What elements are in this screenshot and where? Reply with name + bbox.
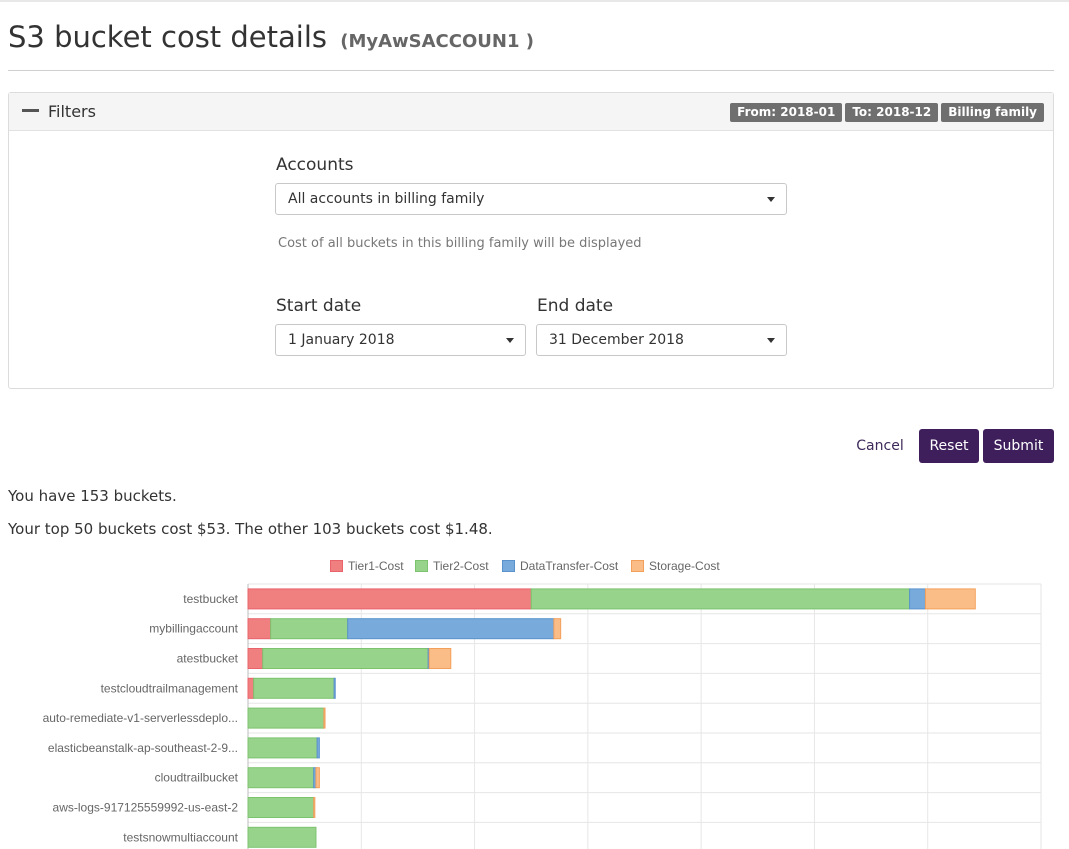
y-tick-label: aws-logs-917125559992-us-east-2 [53,801,239,815]
top-border [0,0,1069,2]
bar-segment[interactable] [247,737,318,759]
page-title-text: S3 bucket cost details [8,20,327,54]
reset-button[interactable]: Reset [919,429,979,463]
legend-swatch [330,560,343,572]
page-title: S3 bucket cost details (MyAwSACCOUN1 ) [8,20,534,54]
legend-item-3[interactable]: Storage-Cost [631,559,720,573]
bar-segment[interactable] [247,648,264,669]
y-tick-label: testcloudtrailmanagement [101,681,239,695]
y-tick-label: cloudtrailbucket [155,771,239,785]
legend-label: Storage-Cost [649,559,720,573]
accounts-select-value: All accounts in billing family [288,191,485,207]
chevron-down-icon [767,197,775,202]
end-date-value: 31 December 2018 [549,332,684,348]
end-date-label: End date [537,296,614,316]
accounts-select[interactable]: All accounts in billing family [275,183,787,215]
account-name: (MyAwSACCOUN1 ) [340,31,534,52]
legend-label: DataTransfer-Cost [520,559,619,573]
cancel-button[interactable]: Cancel [849,429,911,463]
filter-badges: From: 2018-01 To: 2018-12 Billing family [730,103,1044,122]
legend-item-1[interactable]: Tier2-Cost [415,559,489,573]
bucket-count-text: You have 153 buckets. [8,487,177,505]
bar-segment[interactable] [253,677,335,699]
bar-segment[interactable] [316,737,320,759]
bucket-cost-chart: testbucket mybillingaccount atestbucket tes… [43,583,1042,849]
title-divider [8,70,1054,71]
bar-segment[interactable] [323,707,326,729]
legend-label: Tier2-Cost [433,559,489,573]
legend-label: Tier1-Cost [348,559,404,573]
bar-segment[interactable] [347,618,555,640]
chevron-down-icon [767,338,775,343]
bar-segment[interactable] [333,677,336,699]
bar-segment[interactable] [909,588,926,610]
y-tick-label: mybillingaccount [149,622,238,636]
filters-panel: Filters From: 2018-01 To: 2018-12 Billin… [8,92,1054,389]
start-date-label: Start date [276,296,362,316]
legend-item-2[interactable]: DataTransfer-Cost [502,559,618,573]
legend-swatch [502,560,515,572]
y-tick-label: atestbucket [177,652,239,666]
bar-segment[interactable] [262,648,429,669]
y-tick-label: auto-remediate-v1-serverlessdeplo... [43,711,238,725]
bar-segment[interactable] [924,588,976,610]
to-badge: To: 2018-12 [845,103,939,122]
start-date-value: 1 January 2018 [288,332,395,348]
bar-segment[interactable] [247,588,532,610]
bar-segment[interactable] [247,826,317,848]
accounts-help-text: Cost of all buckets in this billing fami… [278,236,642,251]
bar-segment[interactable] [428,648,452,669]
bar-segment[interactable] [553,618,562,640]
bar-segment[interactable] [247,618,272,640]
y-tick-label: testsnowmultiaccount [123,830,238,844]
bar-segment[interactable] [313,797,316,818]
from-badge: From: 2018-01 [730,103,843,122]
bar-segment[interactable] [315,767,320,789]
bucket-cost-summary: Your top 50 buckets cost $53. The other … [8,520,493,538]
legend-swatch [415,560,428,572]
y-tick-label: testbucket [183,592,238,606]
bar-segment[interactable] [247,767,315,789]
filters-label: Filters [48,102,96,121]
bar-segment[interactable] [247,707,325,729]
collapse-icon[interactable] [22,109,39,112]
legend-swatch [631,560,644,572]
legend-item-0[interactable]: Tier1-Cost [330,559,404,573]
chart-legend: Tier1-Cost Tier2-Cost DataTransfer-Cost Sto… [0,559,1069,575]
billing-family-badge: Billing family [941,103,1044,122]
submit-button[interactable]: Submit [983,429,1054,463]
end-date-select[interactable]: 31 December 2018 [536,324,787,356]
bar-segment[interactable] [247,677,255,699]
bar-segment[interactable] [530,588,911,610]
filters-panel-header[interactable]: Filters From: 2018-01 To: 2018-12 Billin… [9,93,1053,131]
accounts-label: Accounts [276,155,354,175]
bar-segment[interactable] [247,797,315,818]
bar-segment[interactable] [270,618,349,640]
y-tick-label: elasticbeanstalk-ap-southeast-2-9... [48,741,238,755]
start-date-select[interactable]: 1 January 2018 [275,324,526,356]
chevron-down-icon [506,338,514,343]
